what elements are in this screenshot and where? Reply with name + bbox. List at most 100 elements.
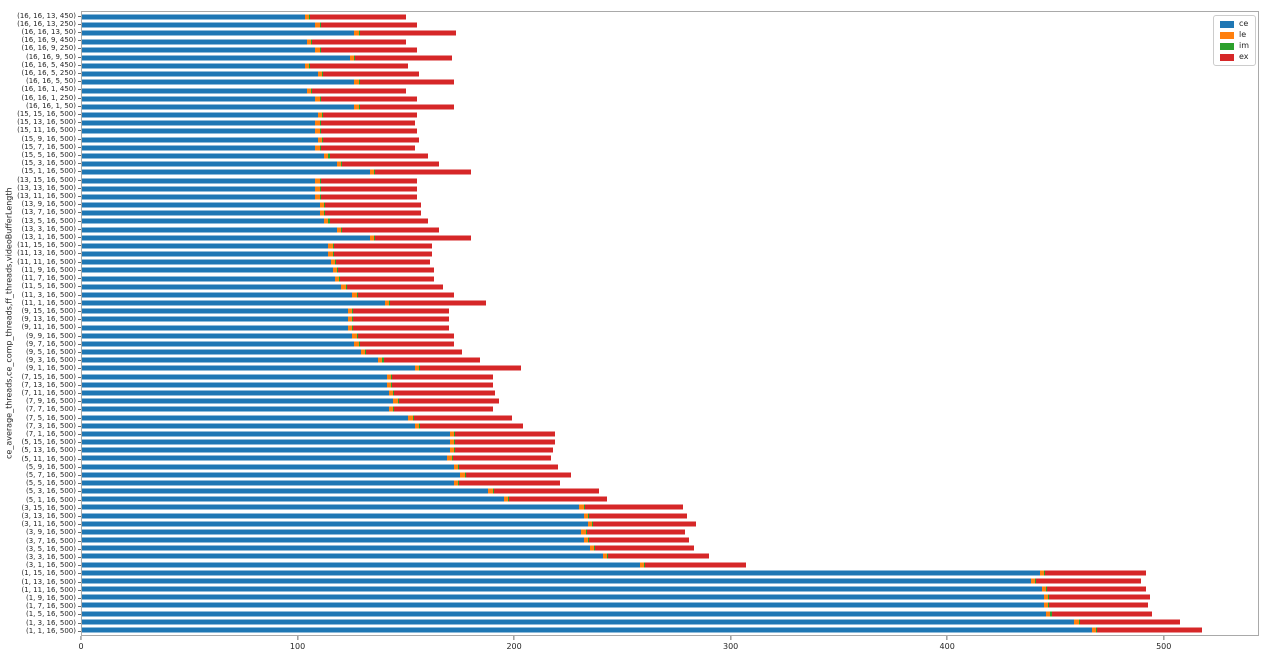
bar-segment-le bbox=[447, 455, 452, 461]
y-tick-label-text: (15, 13, 16, 500) bbox=[17, 118, 76, 127]
bar-segment-ce bbox=[82, 308, 348, 314]
y-tick-mark bbox=[78, 532, 81, 534]
y-tick-label: (13, 3, 16, 500) bbox=[0, 225, 81, 233]
y-tick-mark bbox=[78, 392, 81, 394]
y-tick-mark bbox=[78, 368, 81, 370]
bar-segment-ce bbox=[82, 186, 316, 192]
bar-segment-le bbox=[360, 349, 366, 355]
y-tick-label-text: (15, 7, 16, 500) bbox=[21, 142, 76, 151]
bar-segment-ce bbox=[82, 553, 603, 559]
bar-segment-ce bbox=[82, 447, 450, 453]
x-axis-ticks: 0 100 200 300 400 500 bbox=[78, 636, 1259, 656]
y-tick-label-text: (7, 13, 16, 500) bbox=[21, 380, 76, 389]
bar-segment-im bbox=[1035, 578, 1037, 584]
y-tick-label: (5, 3, 16, 500) bbox=[0, 488, 81, 496]
bar-segment-ex bbox=[325, 202, 422, 208]
bar-row bbox=[82, 307, 1258, 315]
y-tick-mark bbox=[78, 32, 81, 33]
bar-row bbox=[82, 593, 1258, 601]
bar-segment-ce bbox=[82, 570, 1040, 576]
bar-row bbox=[82, 618, 1258, 626]
bar-segment-ex bbox=[452, 455, 552, 461]
bar-segment-im bbox=[594, 545, 596, 551]
y-tick-mark bbox=[78, 466, 81, 468]
legend-entry-le: le bbox=[1219, 30, 1249, 39]
stacked-bar bbox=[82, 169, 1258, 175]
bar-segment-ex bbox=[1051, 611, 1153, 617]
y-tick-mark bbox=[78, 589, 81, 591]
y-tick-label-text: (3, 11, 16, 500) bbox=[21, 520, 76, 529]
stacked-bar bbox=[82, 153, 1258, 159]
stacked-bar bbox=[82, 553, 1258, 559]
bar-segment-im bbox=[1048, 602, 1050, 608]
stacked-bar bbox=[82, 472, 1258, 478]
bar-segment-le bbox=[378, 357, 383, 363]
x-tick: 100 bbox=[290, 636, 305, 651]
y-tick-label-text: (13, 13, 16, 500) bbox=[17, 183, 76, 192]
bar-segment-ex bbox=[340, 276, 435, 282]
y-tick-mark bbox=[78, 269, 81, 271]
bar-segment-le bbox=[393, 398, 398, 404]
bar-segment-ex bbox=[508, 496, 608, 502]
bar-segment-ex bbox=[329, 153, 428, 159]
bar-segment-ce bbox=[82, 594, 1044, 600]
bar-segment-ce bbox=[82, 39, 307, 45]
bar-segment-ce bbox=[82, 415, 409, 420]
bar-row bbox=[82, 70, 1258, 78]
bar-row bbox=[82, 201, 1258, 209]
x-tick-label: 200 bbox=[506, 642, 522, 651]
bar-segment-im bbox=[382, 357, 384, 363]
bar-segment-le bbox=[354, 341, 359, 347]
bar-segment-ex bbox=[1049, 594, 1150, 600]
y-tick-label: (9, 15, 16, 500) bbox=[0, 307, 81, 315]
bar-row bbox=[82, 430, 1258, 438]
y-tick-mark bbox=[78, 491, 81, 493]
bar-segment-ex bbox=[320, 145, 415, 151]
bar-segment-im bbox=[324, 202, 326, 208]
bar-segment-ex bbox=[593, 521, 696, 527]
y-tick-label-text: (7, 3, 16, 500) bbox=[26, 421, 76, 430]
y-tick-label-text: (15, 9, 16, 500) bbox=[21, 134, 76, 143]
bar-row bbox=[82, 209, 1258, 217]
y-tick-label: (9, 13, 16, 500) bbox=[0, 316, 81, 324]
y-tick-mark bbox=[78, 360, 81, 362]
bar-segment-ce bbox=[82, 161, 338, 167]
bar-segment-ce bbox=[82, 284, 342, 290]
bar-segment-ex bbox=[459, 480, 560, 486]
x-tick-mark bbox=[730, 636, 732, 640]
bar-segment-le bbox=[319, 202, 325, 208]
bar-segment-ce bbox=[82, 513, 584, 519]
y-tick-label-text: (3, 1, 16, 500) bbox=[26, 561, 76, 570]
y-tick-label: (13, 1, 16, 500) bbox=[0, 233, 81, 241]
stacked-bar bbox=[82, 137, 1258, 143]
y-tick-mark bbox=[78, 245, 81, 247]
bar-segment-le bbox=[304, 14, 309, 20]
bar-segment-ce bbox=[82, 267, 333, 273]
bar-segment-im bbox=[1095, 627, 1097, 633]
bar-segment-ex bbox=[320, 22, 418, 28]
bar-row bbox=[82, 62, 1258, 70]
bar-segment-ex bbox=[366, 349, 463, 355]
stacked-bar bbox=[82, 488, 1258, 494]
bar-segment-im bbox=[319, 22, 321, 28]
stacked-bar bbox=[82, 39, 1258, 45]
y-tick-label-text: (16, 16, 9, 50) bbox=[26, 52, 76, 61]
y-tick-mark bbox=[78, 507, 81, 509]
y-tick-mark bbox=[78, 335, 81, 337]
y-tick-label: (16, 16, 5, 250) bbox=[0, 69, 81, 77]
y-tick-label: (9, 9, 16, 500) bbox=[0, 332, 81, 340]
y-tick-mark bbox=[78, 557, 81, 558]
bar-row bbox=[82, 520, 1258, 528]
bar-row bbox=[82, 438, 1258, 446]
bar-segment-ce bbox=[82, 194, 316, 200]
y-tick-mark bbox=[78, 179, 81, 181]
stacked-bar bbox=[82, 619, 1258, 625]
bar-segment-ex bbox=[335, 259, 431, 265]
bar-segment-ce bbox=[82, 529, 582, 535]
bar-rows bbox=[82, 12, 1258, 635]
bar-row bbox=[82, 381, 1258, 389]
bar-segment-le bbox=[315, 128, 320, 134]
legend-label: le bbox=[1238, 30, 1247, 39]
legend-swatch-ce bbox=[1219, 20, 1234, 28]
y-tick-label: (16, 16, 13, 50) bbox=[0, 28, 81, 36]
